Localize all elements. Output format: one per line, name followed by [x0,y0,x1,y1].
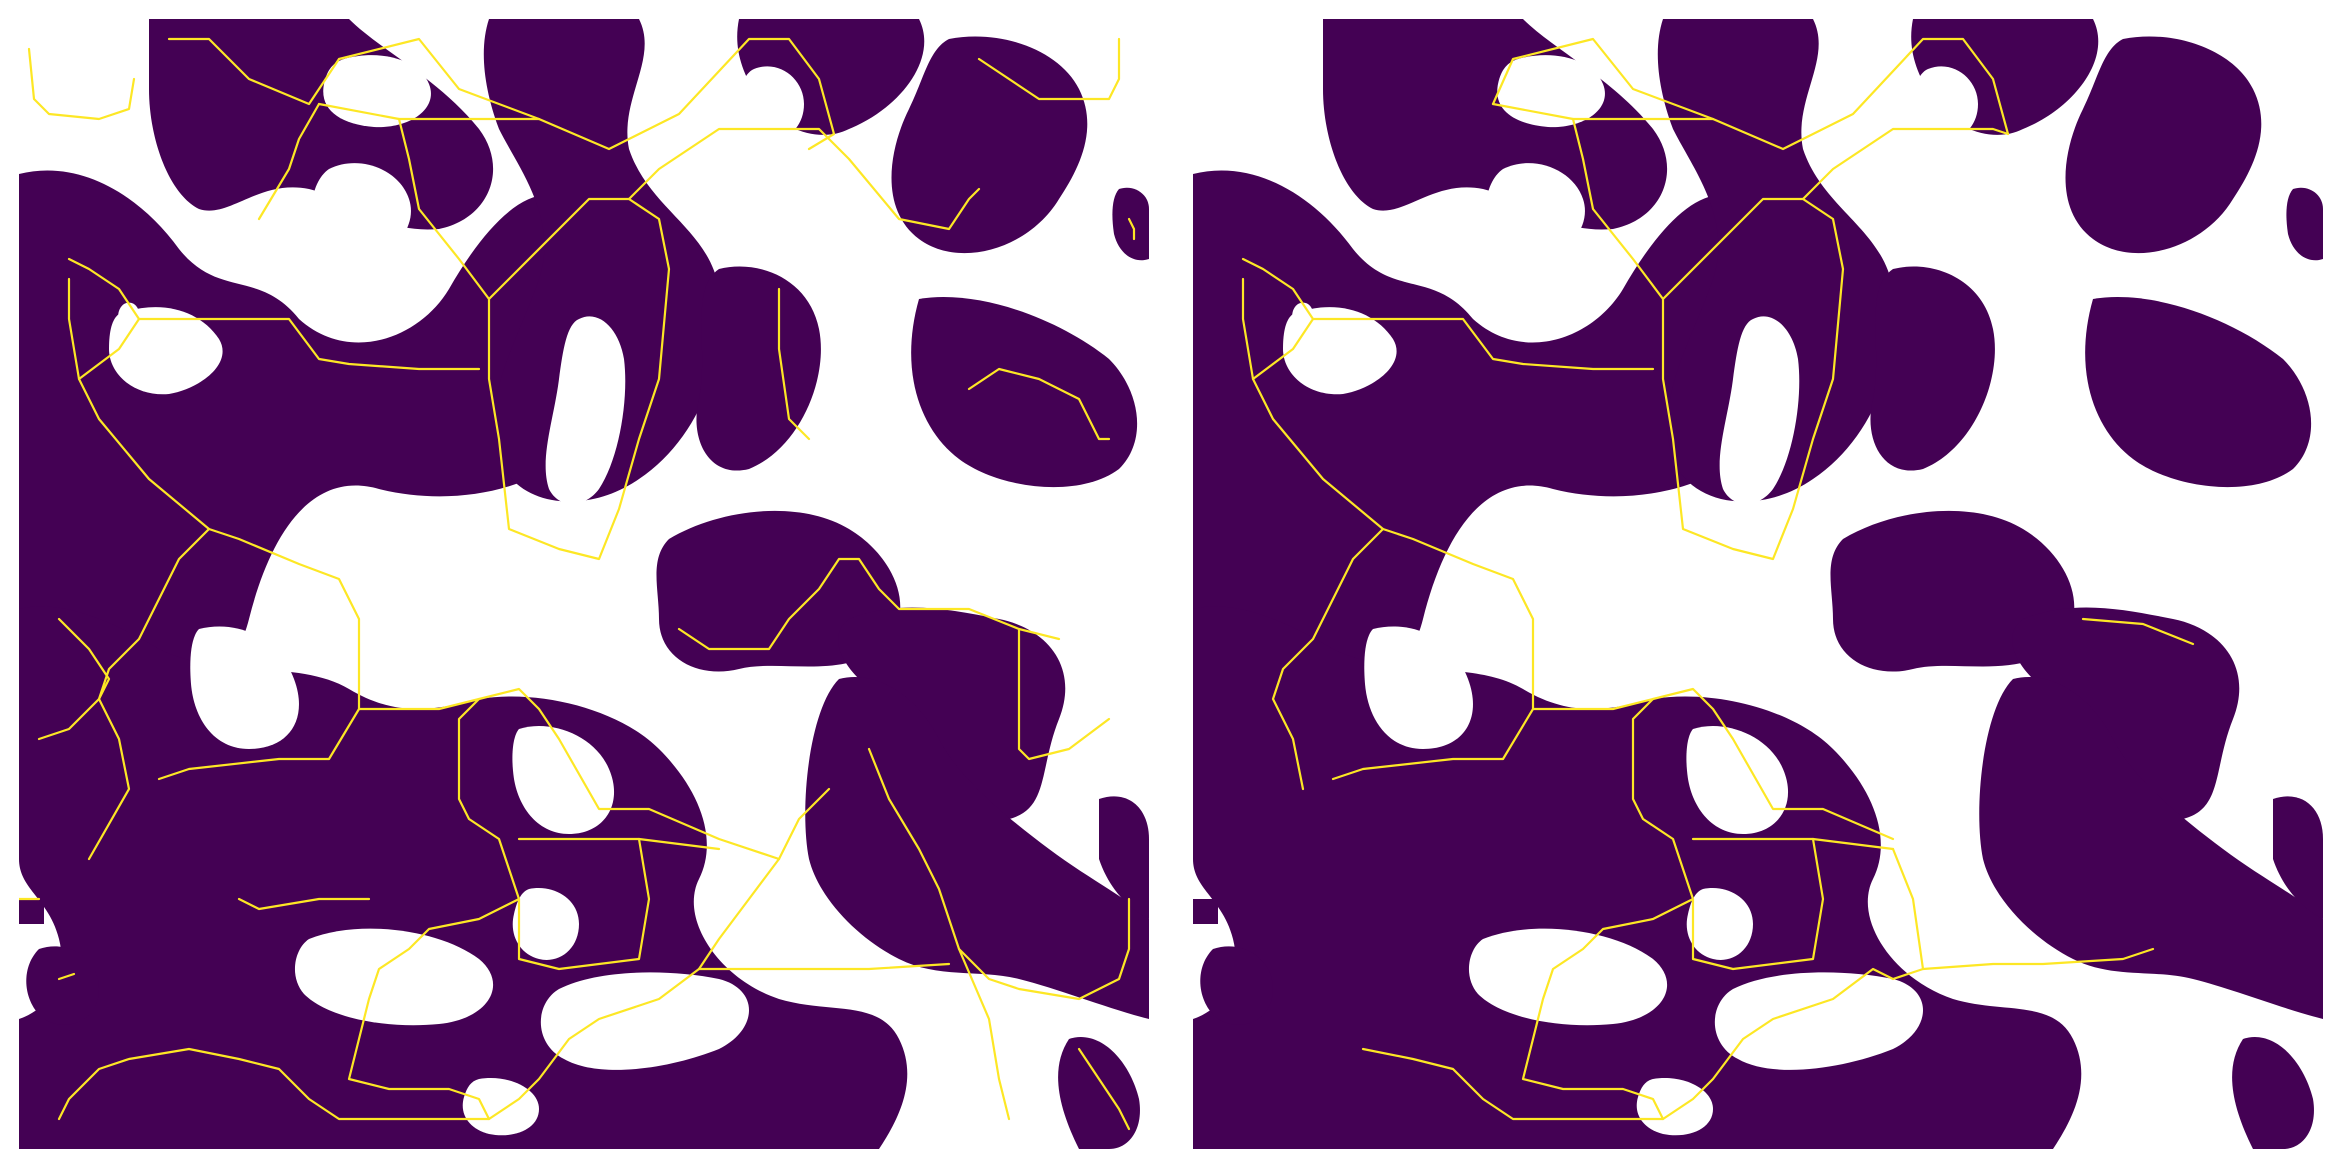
skeleton-line [977,37,1121,101]
skeleton-line [1311,317,1655,371]
skeleton-overlay [19,37,1136,1131]
mask-hole-regions [1283,55,1978,1136]
skeleton-line [1801,127,2010,201]
skeleton-line [57,857,781,1121]
skeleton-line [2081,617,2195,646]
skeleton-line [1531,687,1895,841]
skeleton-line [137,317,481,371]
skeleton-line [867,747,1131,1001]
skeleton-line [777,287,811,441]
pruned-skeleton-overlay [1241,37,2195,1121]
skeleton-line [257,102,321,221]
skeleton-line [27,47,136,121]
skeleton-line [237,897,371,911]
skeleton-line [1127,217,1136,241]
skeleton-line [67,257,141,381]
skeleton-line [1491,102,1715,121]
skeleton-line [347,897,521,1121]
skeleton-line [1521,897,1695,1121]
skeleton-line [1241,257,1315,381]
right-panel-image [1193,19,2323,1149]
skeleton-line [1251,377,1535,781]
skeleton-line [57,972,76,981]
skeleton-line [87,527,211,861]
skeleton-line [1361,847,1925,1121]
skeleton-line [1491,37,2010,151]
skeleton-line [1271,527,1385,791]
skeleton-line [957,947,1011,1121]
skeleton-line [967,367,1111,441]
skeleton-line [627,127,981,231]
skeleton-line [1691,837,1895,851]
skeleton-line [77,377,361,781]
skeleton-line [1077,1047,1131,1131]
skeleton-line [677,557,1061,651]
skeleton-line [697,962,951,971]
skeleton-line [1921,947,2155,971]
skeleton-line [1017,627,1111,761]
left-panel-image [19,19,1149,1149]
skeleton-line [517,837,721,851]
skeleton-line [317,102,541,121]
skeleton-line [37,617,111,741]
skeleton-line [357,687,831,861]
